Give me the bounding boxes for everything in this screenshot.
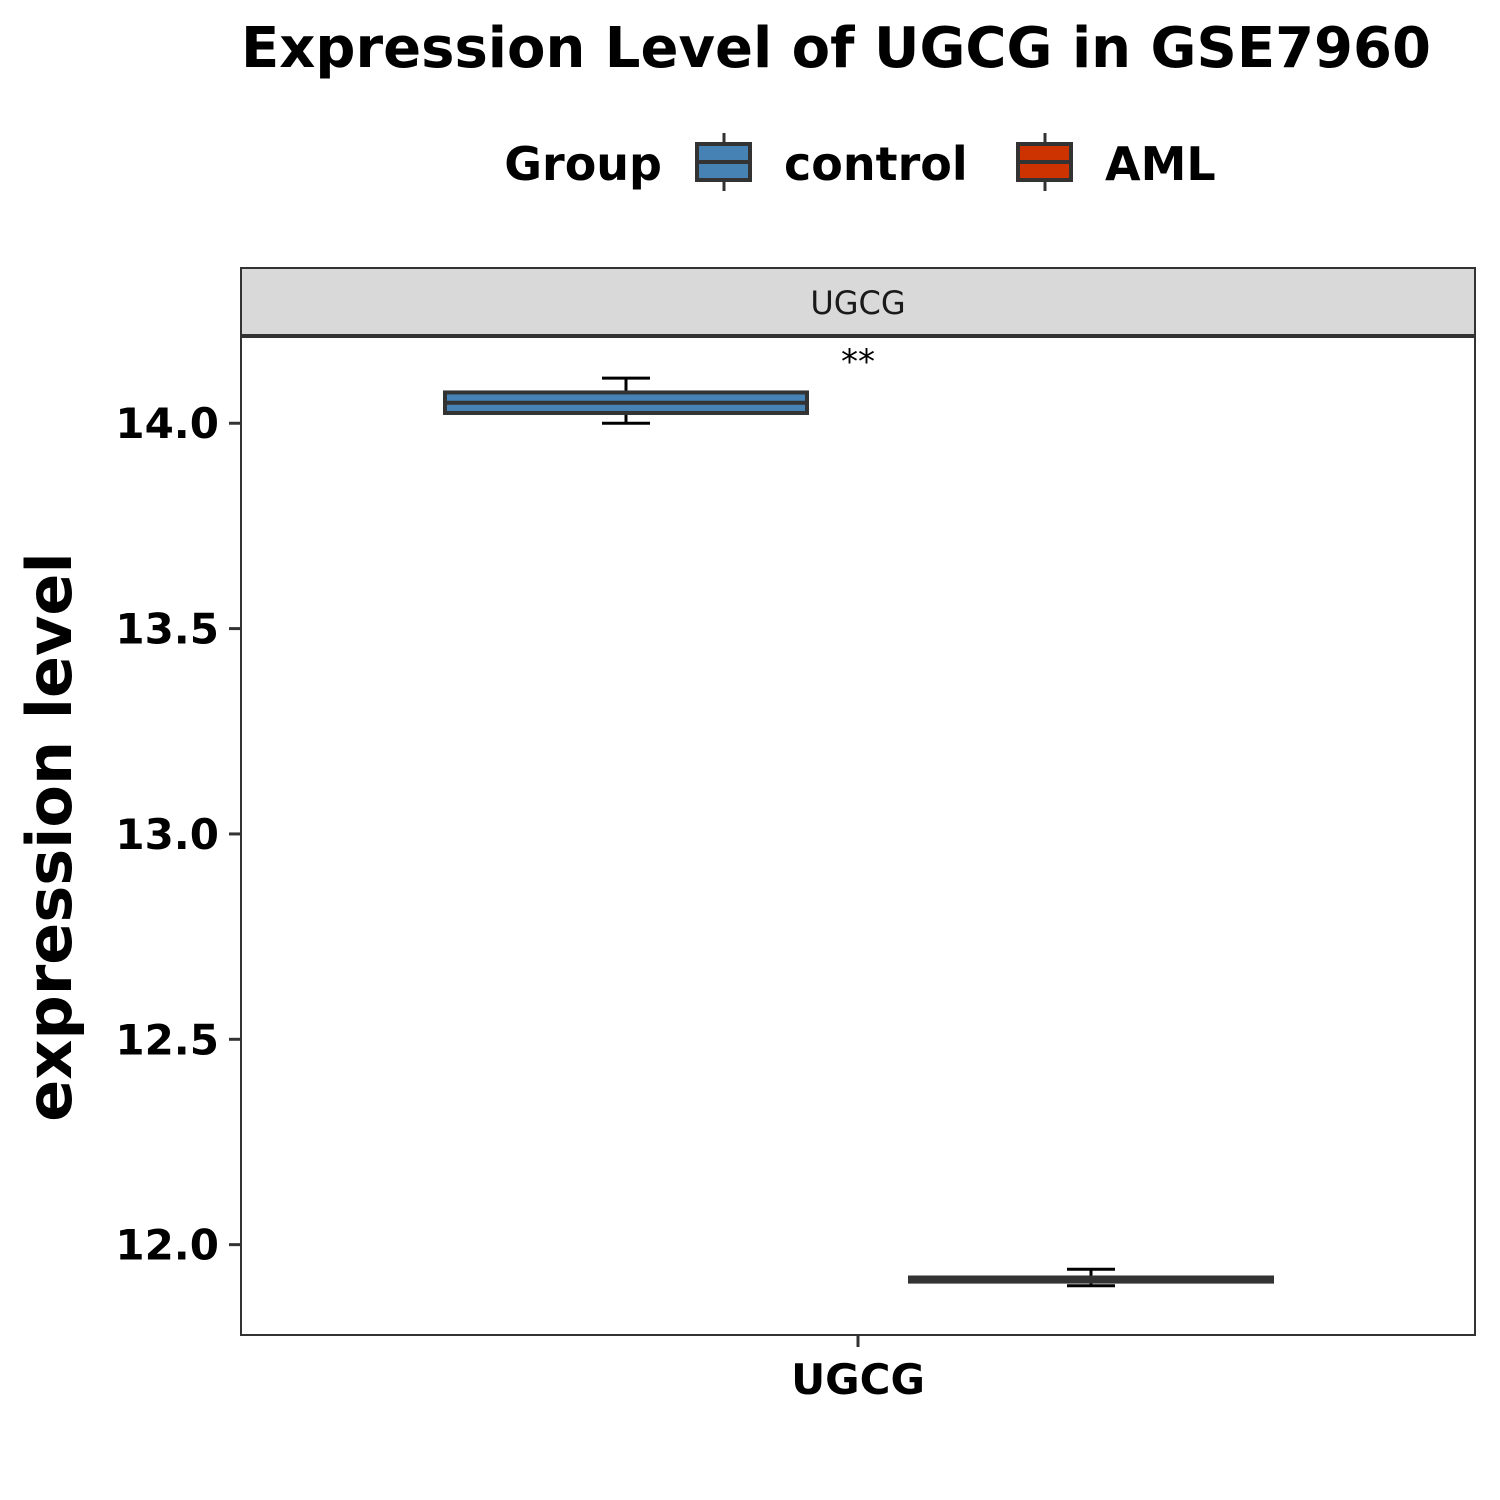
y-axis-label: expression level <box>13 552 86 1121</box>
legend: Group control AML <box>504 133 1216 191</box>
chart-title: Expression Level of UGCG in GSE7960 <box>241 16 1431 81</box>
box-series <box>443 376 1274 1288</box>
y-tick-label: 13.0 <box>115 810 219 859</box>
y-tick-label: 13.5 <box>115 605 219 654</box>
significance-annotation: ** <box>841 342 875 382</box>
box-control <box>443 376 809 425</box>
y-tick-label: 14.0 <box>115 399 219 448</box>
x-axis: UGCG <box>791 1335 925 1404</box>
y-axis: 12.0 12.5 13.0 13.5 14.0 <box>115 399 241 1270</box>
legend-label-aml: AML <box>1105 137 1216 191</box>
box-aml <box>908 1267 1274 1288</box>
plot-panel <box>240 336 1476 1336</box>
legend-key-aml <box>1016 133 1073 191</box>
facet-strip: UGCG <box>240 267 1476 336</box>
y-tick-label: 12.0 <box>115 1221 219 1270</box>
y-tick-label: 12.5 <box>115 1015 219 1064</box>
legend-key-control <box>695 133 752 191</box>
legend-title: Group <box>504 137 662 191</box>
legend-label-control: control <box>784 137 968 191</box>
facet-strip-label: UGCG <box>810 284 905 322</box>
x-tick-label-ugcg: UGCG <box>791 1355 925 1404</box>
